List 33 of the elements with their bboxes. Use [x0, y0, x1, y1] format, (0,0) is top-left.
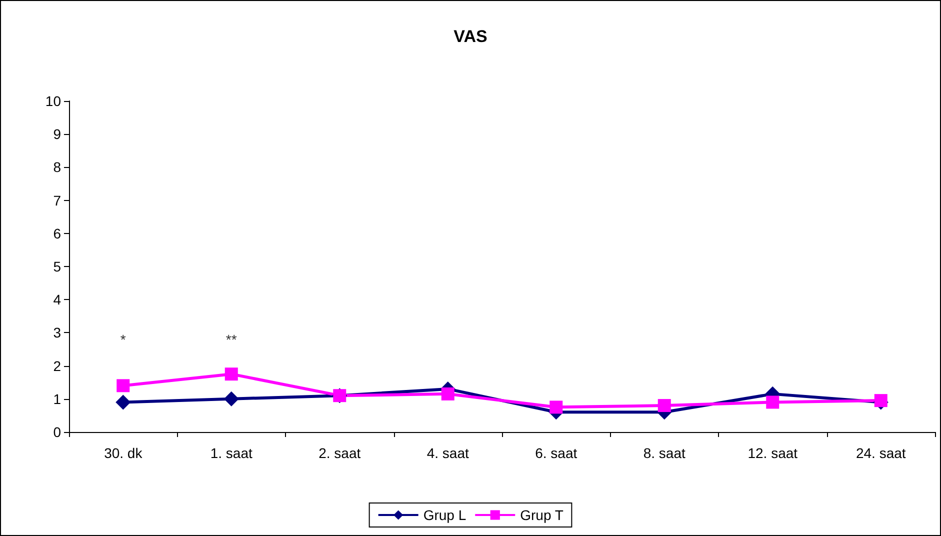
y-tick-label: 2: [53, 358, 62, 374]
x-tick-label: 2. saat: [318, 445, 361, 461]
y-tick-label: 5: [53, 258, 62, 274]
point: [116, 394, 131, 410]
point: [116, 379, 130, 392]
x-tick-label: 1. saat: [210, 445, 252, 461]
point: [224, 391, 239, 406]
y-tick-label: 6: [53, 225, 62, 242]
x-tick-label: 24. saat: [856, 445, 906, 461]
y-tick-label: 9: [53, 126, 62, 142]
y-tick-label: 4: [53, 292, 62, 308]
x-tick-label: 30. dk: [104, 445, 144, 461]
annotation: *: [120, 331, 126, 348]
y-tick-label: 0: [53, 424, 62, 440]
legend-label: Grup L: [423, 507, 466, 523]
y-tick-label: 3: [53, 324, 62, 341]
point: [766, 396, 780, 409]
y-tick-label: 1: [53, 390, 62, 407]
point: [441, 387, 454, 400]
annotation: **: [226, 331, 238, 348]
y-tick-label: 8: [53, 159, 62, 176]
point: [550, 400, 563, 414]
x-tick-label: 4. saat: [426, 445, 469, 461]
legend-label: Grup T: [520, 507, 564, 523]
chart-title: VAS: [454, 27, 488, 46]
point: [224, 368, 238, 381]
x-tick-label: 8. saat: [643, 445, 686, 461]
x-tick-label: 12. saat: [748, 445, 798, 461]
y-tick-label: 10: [45, 93, 62, 109]
point: [874, 394, 888, 408]
point: [658, 399, 671, 412]
y-tick-label: 7: [53, 192, 62, 208]
x-tick-label: 6. saat: [535, 445, 578, 461]
